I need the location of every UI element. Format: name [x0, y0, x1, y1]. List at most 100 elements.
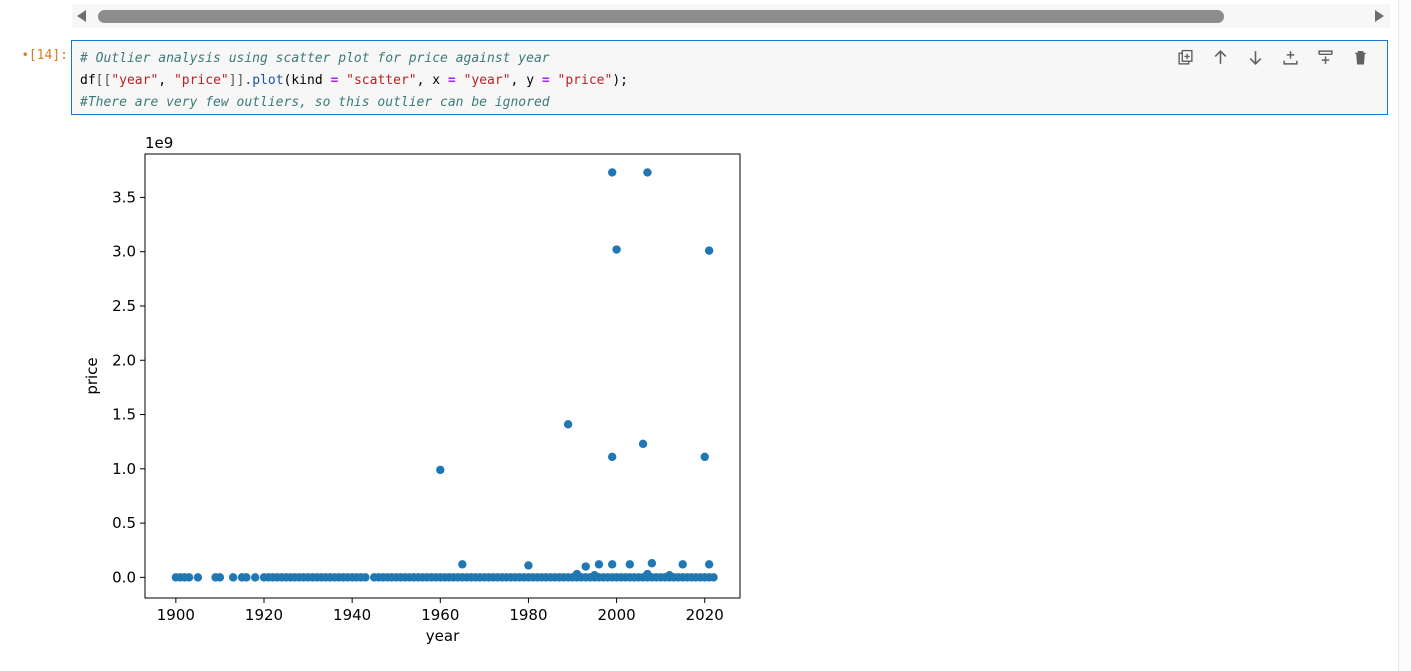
y-axis-label: price — [83, 357, 101, 394]
code-method: .plot — [244, 73, 284, 88]
code-line-2: df[["year", "price"]].plot(kind = "scatt… — [80, 70, 628, 92]
delete-cell-button[interactable] — [1350, 47, 1371, 68]
code-string: "scatter" — [346, 73, 417, 88]
data-point — [612, 245, 621, 254]
data-point — [643, 569, 652, 579]
code-token: , y — [510, 73, 542, 88]
insert-cell-below-button[interactable] — [1315, 47, 1336, 68]
data-point — [643, 168, 652, 177]
x-tick-label: 1900 — [157, 606, 195, 624]
code-operator: = — [447, 73, 456, 88]
cell-modified-marker: • — [21, 48, 29, 62]
y-tick-label: 2.5 — [112, 297, 136, 315]
axis-offset-label: 1e9 — [145, 134, 173, 152]
duplicate-icon — [1178, 49, 1193, 65]
execution-count: [14]: — [28, 48, 68, 63]
move-up-icon — [1214, 49, 1227, 64]
y-axis-ticks: 0.0 0.5 1.0 1.5 2.0 2.5 3.0 3.5 — [112, 188, 145, 586]
code-token — [456, 73, 464, 88]
code-string: "year" — [463, 73, 511, 88]
code-operator: = — [330, 73, 339, 88]
data-point — [436, 465, 445, 475]
data-point — [709, 573, 718, 582]
x-axis-ticks: 1900 1920 1940 1960 1980 2000 2020 — [157, 598, 724, 624]
code-string: "price" — [557, 73, 613, 88]
data-point — [581, 562, 590, 571]
code-token: , — [158, 73, 174, 88]
code-token — [550, 73, 558, 88]
code-line-3: #There are very few outliers, so this ou… — [80, 92, 628, 114]
data-point — [704, 560, 714, 569]
insert-below-icon — [1318, 50, 1333, 64]
data-point — [242, 573, 251, 582]
data-point — [458, 560, 467, 569]
plot-axes-frame — [144, 153, 741, 599]
y-tick-label: 1.0 — [112, 460, 136, 478]
horizontal-scrollbar[interactable] — [72, 4, 1390, 28]
y-tick-label: 0.0 — [112, 568, 136, 586]
duplicate-cell-button[interactable] — [1175, 47, 1196, 68]
code-cell-input[interactable]: # Outlier analysis using scatter plot fo… — [71, 40, 1388, 115]
data-point — [590, 571, 599, 580]
y-tick-label: 0.5 — [112, 514, 136, 532]
y-tick-label: 1.5 — [112, 406, 136, 424]
data-point — [215, 573, 225, 582]
x-tick-label: 1940 — [333, 606, 371, 624]
data-point — [184, 573, 194, 582]
data-point — [361, 573, 370, 582]
data-point — [607, 560, 617, 569]
x-tick-label: 2020 — [686, 606, 724, 624]
cell-prompt: •[14]: — [8, 48, 68, 63]
data-point — [607, 168, 617, 177]
cell-output: 1900 1920 1940 1960 1980 2000 2020 0.0 0.5 1.0 1.… — [78, 128, 758, 668]
code-string: "year" — [111, 73, 159, 88]
y-tick-label: 2.0 — [112, 351, 136, 369]
code-line-1: # Outlier analysis using scatter plot fo… — [80, 48, 628, 70]
code-comment: #There are very few outliers, so this ou… — [80, 95, 550, 110]
code-token: df — [80, 73, 96, 88]
scroll-left-arrow-icon[interactable] — [77, 10, 86, 22]
data-point — [700, 452, 709, 462]
y-tick-label: 3.5 — [112, 188, 136, 206]
x-tick-label: 2000 — [597, 606, 635, 624]
code-token: , x — [416, 73, 448, 88]
insert-cell-above-button[interactable] — [1280, 47, 1301, 68]
vertical-scrollbar-track[interactable] — [1398, 0, 1411, 671]
data-point — [638, 439, 648, 449]
plot-markers — [171, 168, 718, 582]
delete-icon — [1355, 51, 1366, 65]
code-token — [338, 73, 346, 88]
scrollbar-thumb[interactable] — [98, 10, 1224, 23]
code-string: "price" — [173, 73, 229, 88]
data-point — [524, 561, 533, 570]
x-axis-label: year — [426, 627, 460, 645]
data-point — [625, 560, 635, 569]
data-point — [704, 246, 714, 255]
x-tick-label: 1920 — [245, 606, 283, 624]
code-operator: = — [541, 73, 550, 88]
code-token: (kind — [283, 73, 331, 88]
code-comment: # Outlier analysis using scatter plot fo… — [80, 51, 550, 66]
scroll-right-arrow-icon[interactable] — [1375, 10, 1384, 22]
code-token: [[ — [95, 73, 112, 88]
data-point — [193, 573, 203, 582]
data-point — [607, 452, 617, 462]
data-point — [572, 569, 582, 579]
data-point — [665, 571, 674, 580]
code-token: ); — [612, 73, 628, 88]
x-tick-label: 1980 — [509, 606, 547, 624]
data-point — [563, 420, 573, 429]
data-point — [250, 573, 260, 582]
insert-above-icon — [1283, 51, 1298, 65]
y-tick-label: 3.0 — [112, 243, 136, 261]
data-point — [647, 559, 657, 568]
code-token: ]] — [228, 73, 245, 88]
cell-toolbar — [1175, 47, 1371, 68]
data-point — [678, 560, 687, 569]
code-editor[interactable]: # Outlier analysis using scatter plot fo… — [80, 48, 628, 114]
move-cell-up-button[interactable] — [1210, 47, 1231, 68]
move-cell-down-button[interactable] — [1245, 47, 1266, 68]
scatter-plot: 1900 1920 1940 1960 1980 2000 2020 0.0 0.5 1.0 1.… — [83, 134, 741, 645]
data-point — [228, 573, 238, 582]
move-down-icon — [1249, 51, 1262, 66]
